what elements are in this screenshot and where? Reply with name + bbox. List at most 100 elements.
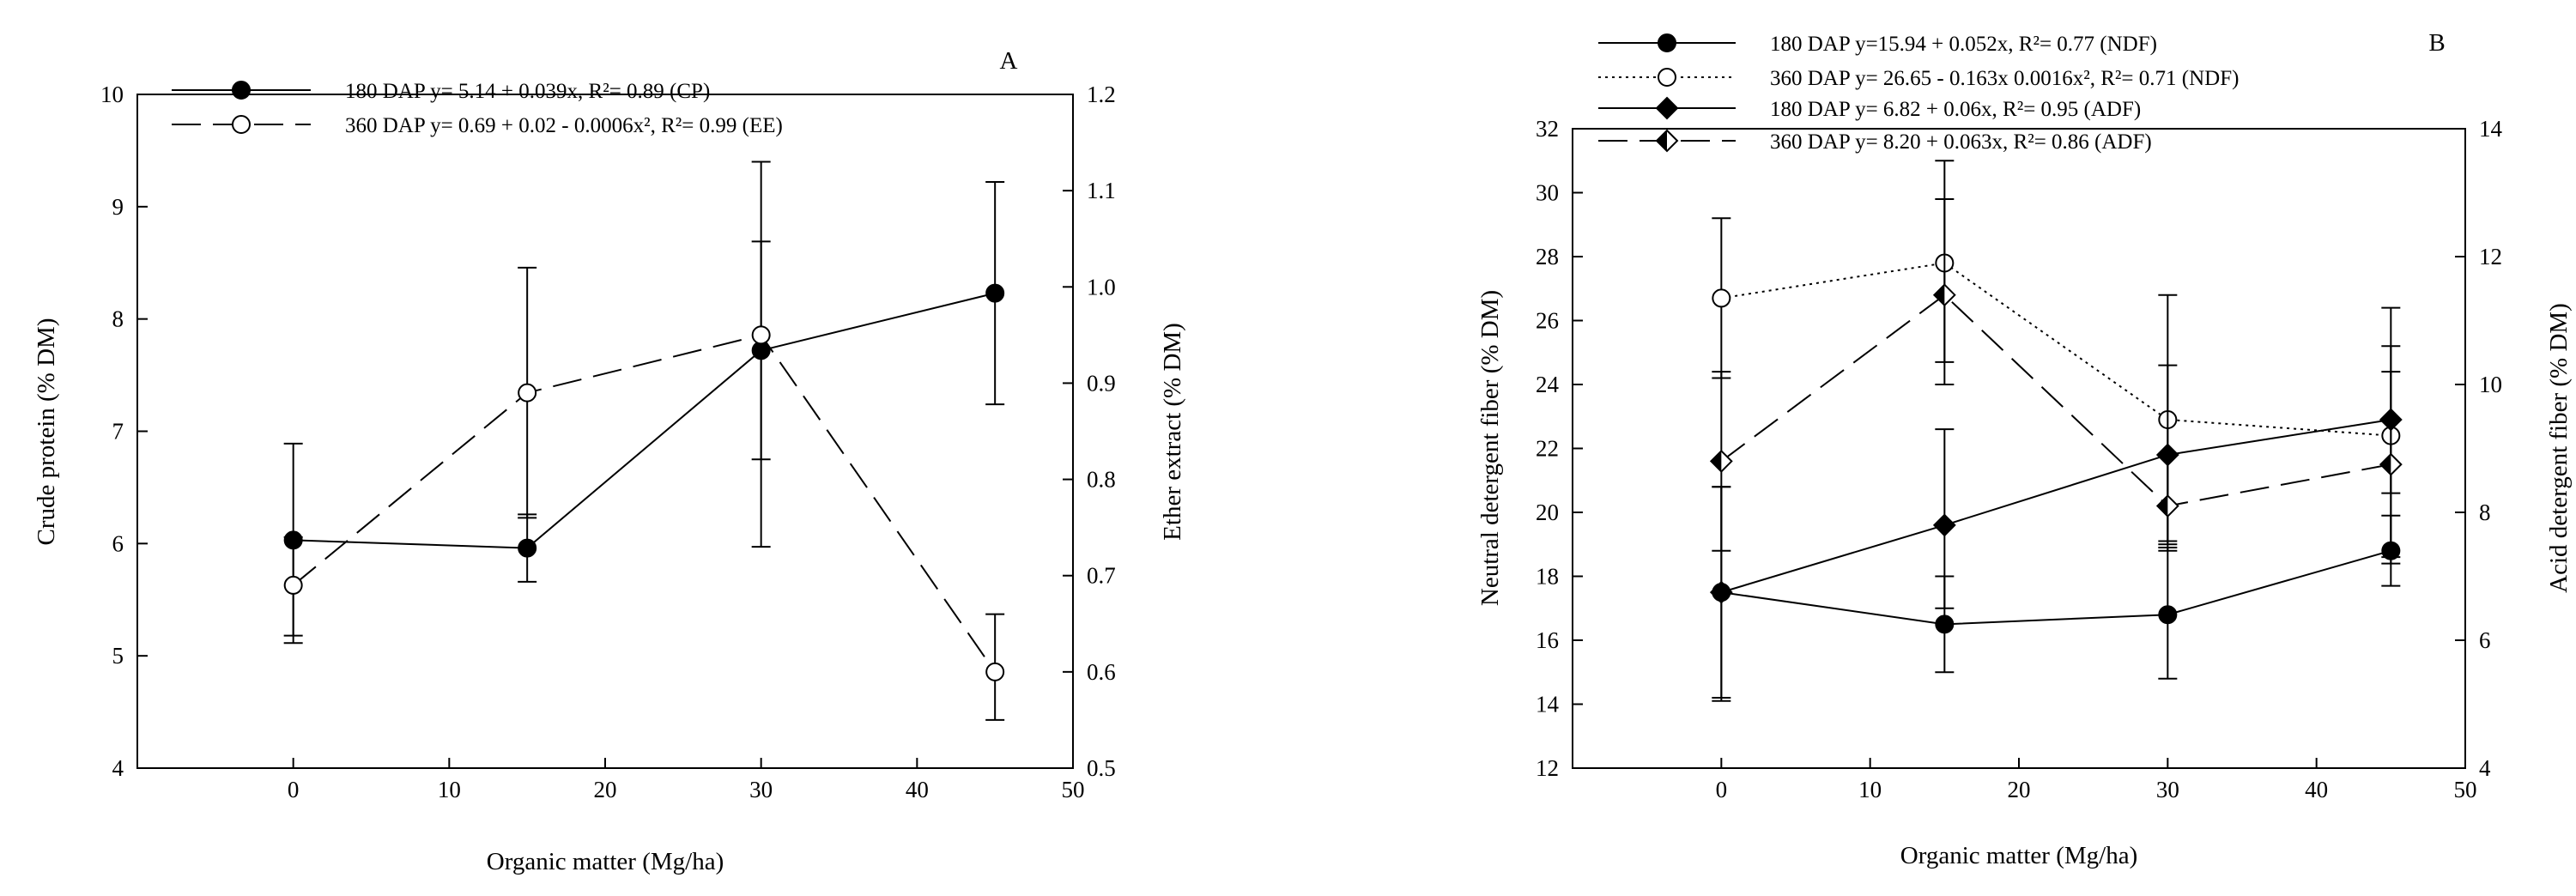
y-tick-label-32: 32 xyxy=(1536,116,1559,142)
series-line xyxy=(1721,262,2391,437)
data-point xyxy=(1935,614,1955,634)
panel-b-plot-frame xyxy=(1572,128,2466,769)
legend-marker-b-adf-360-fill xyxy=(1657,130,1667,151)
y2-tick-label-12: 12 xyxy=(2479,244,2502,269)
y-tick-label-8: 8 xyxy=(112,306,124,332)
y-tick-label-20: 20 xyxy=(1536,499,1559,525)
legend-entry-b-adf-360: 360 DAP y= 8.20 + 0.063x, R²= 0.86 (ADF) xyxy=(1598,129,2152,154)
x-tick-label-0: 0 xyxy=(288,777,300,802)
y-tick-label-18: 18 xyxy=(1536,564,1559,590)
y2-tick-label-10: 10 xyxy=(2479,372,2502,397)
data-point xyxy=(518,538,537,558)
y-tick-label-30: 30 xyxy=(1536,180,1559,206)
panel-a-x-axis-title: Organic matter (Mg/ha) xyxy=(487,848,724,875)
panel-b-y2-axis-title: Acid detergent fiber (% DM) xyxy=(2545,303,2573,593)
y2-tick-label-0.6: 0.6 xyxy=(1087,659,1116,685)
data-point xyxy=(985,283,1005,303)
y-tick-label-14: 14 xyxy=(1536,692,1560,717)
legend-label-a-cp: 180 DAP y= 5.14 + 0.039x, R²= 0.89 (CP) xyxy=(345,80,710,103)
y2-tick-label-14: 14 xyxy=(2479,116,2503,142)
panel-b-x-axis-title: Organic matter (Mg/ha) xyxy=(1900,842,2137,869)
series-line xyxy=(1720,294,2391,507)
x-tick-label-40: 40 xyxy=(2305,777,2328,802)
panel-b-letter: B xyxy=(2428,29,2445,57)
panel-a-y2-axis-title: Ether extract (% DM) xyxy=(1159,323,1186,541)
y2-tick-label-0.5: 0.5 xyxy=(1087,755,1116,781)
legend-marker-b-ndf-180 xyxy=(1658,33,1676,52)
panel-a-y-ticks: 4 5 6 7 8 9 10 xyxy=(100,82,148,781)
y2-tick-label-0.7: 0.7 xyxy=(1087,563,1116,589)
series-3 xyxy=(1709,345,2403,699)
panel-a-letter: A xyxy=(1000,47,1018,75)
series-line xyxy=(1721,418,2391,594)
y2-tick-label-1.0: 1.0 xyxy=(1087,274,1116,300)
data-point-half-fill xyxy=(1934,284,1945,306)
y-tick-label-24: 24 xyxy=(1536,372,1560,397)
y-tick-label-7: 7 xyxy=(112,419,124,445)
y2-tick-label-0.9: 0.9 xyxy=(1087,370,1116,396)
panel-b-y2-ticks: 4 6 8 10 12 14 xyxy=(2455,116,2503,781)
panel-a-legend: 180 DAP y= 5.14 + 0.039x, R²= 0.89 (CP) … xyxy=(172,80,783,137)
y-tick-label-10: 10 xyxy=(100,82,124,107)
x-tick-label-50: 50 xyxy=(1062,777,1085,802)
x-tick-label-20: 20 xyxy=(2008,777,2031,802)
y-tick-label-4: 4 xyxy=(112,755,124,781)
y2-tick-label-1.2: 1.2 xyxy=(1087,82,1116,107)
y-tick-label-28: 28 xyxy=(1536,244,1559,269)
data-point xyxy=(283,575,303,595)
series-line xyxy=(293,334,996,673)
legend-label-b-ndf-360: 360 DAP y= 26.65 - 0.163x 0.0016x², R²= … xyxy=(1770,67,2239,90)
series-2 xyxy=(1712,160,2401,565)
y-tick-label-22: 22 xyxy=(1536,436,1559,462)
y-tick-label-6: 6 xyxy=(112,530,124,556)
panel-b-y-ticks: 12 14 16 18 20 22 24 26 28 30 32 xyxy=(1536,116,1583,781)
series-line xyxy=(293,292,996,549)
y-tick-label-9: 9 xyxy=(112,194,124,220)
data-point xyxy=(751,325,771,345)
panel-b-x-ticks: 0 10 20 30 40 50 xyxy=(1716,758,2477,802)
x-tick-label-30: 30 xyxy=(2156,777,2179,802)
x-tick-label-30: 30 xyxy=(749,777,773,802)
x-tick-label-10: 10 xyxy=(438,777,461,802)
y-tick-label-5: 5 xyxy=(112,643,124,669)
panel-b-series xyxy=(1709,160,2403,702)
data-point xyxy=(1709,580,1733,604)
panel-a-y-axis-title: Crude protein (% DM) xyxy=(33,318,60,546)
panel-a-x-ticks: 0 10 20 30 40 50 xyxy=(288,758,1085,802)
y-tick-label-26: 26 xyxy=(1536,308,1559,334)
panel-b-legend: 180 DAP y=15.94 + 0.052x, R²= 0.77 (NDF)… xyxy=(1598,33,2239,154)
y2-tick-label-0.8: 0.8 xyxy=(1087,467,1116,493)
x-tick-label-10: 10 xyxy=(1858,777,1882,802)
y2-tick-label-1.1: 1.1 xyxy=(1087,178,1116,203)
y2-tick-label-8: 8 xyxy=(2479,499,2491,525)
data-point xyxy=(2158,605,2178,625)
legend-marker-a-cp xyxy=(232,81,251,100)
legend-entry-a-ee: 360 DAP y= 0.69 + 0.02 - 0.0006x², R²= 0… xyxy=(172,114,783,137)
panel-a: A Organic matter (Mg/ha) Crude protein (… xyxy=(33,47,1186,875)
panel-a-y2-ticks: 0.5 0.6 0.7 0.8 0.9 1.0 1.1 1.2 xyxy=(1063,82,1116,781)
y2-tick-label-6: 6 xyxy=(2479,627,2491,653)
data-point-half-fill xyxy=(2380,454,2391,475)
legend-marker-a-ee xyxy=(232,115,251,134)
panel-b-y-axis-title: Neutral detergent fiber (% DM) xyxy=(1476,290,1504,606)
data-point-half-fill xyxy=(2157,495,2168,517)
data-point xyxy=(1712,288,1731,308)
series-4 xyxy=(1709,197,2403,559)
x-tick-label-40: 40 xyxy=(906,777,929,802)
x-tick-label-50: 50 xyxy=(2454,777,2477,802)
legend-marker-b-adf-180 xyxy=(1655,96,1679,120)
legend-label-b-ndf-180: 180 DAP y=15.94 + 0.052x, R²= 0.77 (NDF) xyxy=(1770,33,2157,56)
legend-entry-a-cp: 180 DAP y= 5.14 + 0.039x, R²= 0.89 (CP) xyxy=(172,80,710,103)
y2-tick-label-4: 4 xyxy=(2479,755,2491,781)
legend-label-b-adf-180: 180 DAP y= 6.82 + 0.06x, R²= 0.95 (ADF) xyxy=(1770,98,2141,121)
series-1 xyxy=(1712,486,2401,702)
panel-a-series xyxy=(283,160,1005,721)
legend-entry-b-ndf-360: 360 DAP y= 26.65 - 0.163x 0.0016x², R²= … xyxy=(1598,67,2239,90)
legend-label-b-adf-360: 360 DAP y= 8.20 + 0.063x, R²= 0.86 (ADF) xyxy=(1770,130,2152,154)
y-tick-label-16: 16 xyxy=(1536,627,1559,653)
panel-b: B Organic matter (Mg/ha) Neutral deterge… xyxy=(1476,29,2573,869)
legend-entry-b-ndf-180: 180 DAP y=15.94 + 0.052x, R²= 0.77 (NDF) xyxy=(1598,33,2157,56)
y-tick-label-12: 12 xyxy=(1536,755,1559,781)
data-point xyxy=(518,383,537,403)
